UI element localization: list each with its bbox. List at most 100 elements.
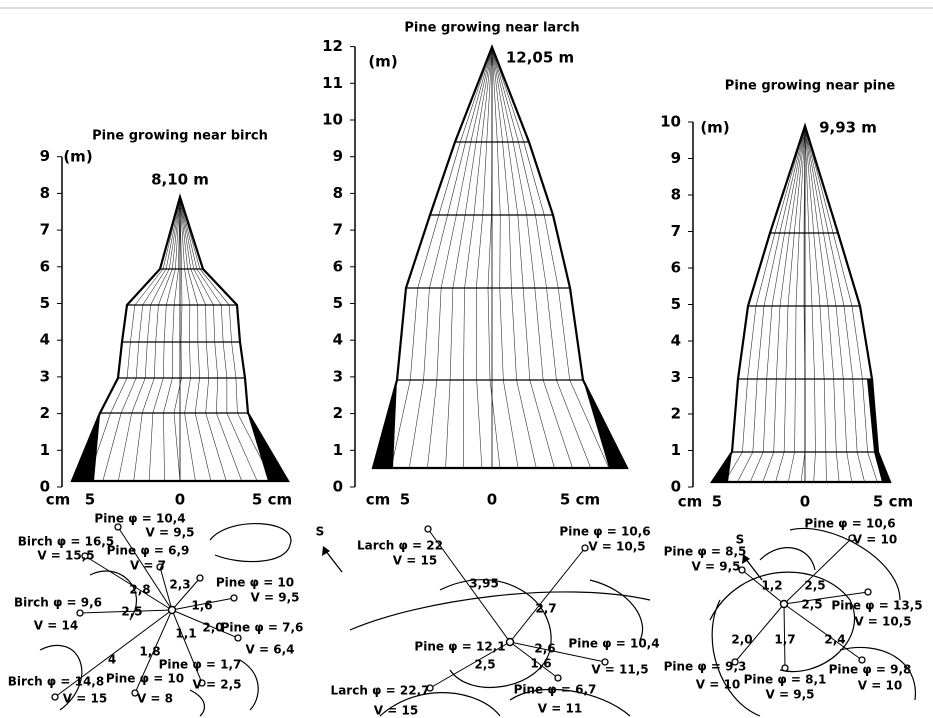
map-label: Pine φ = 8,1 (744, 673, 827, 687)
y-tick-label: 10 (322, 111, 343, 129)
map-label: Birch φ = 9,6 (14, 596, 102, 610)
map-label: Larch φ = 22 (357, 539, 443, 553)
map-label: 2,5 (801, 598, 822, 612)
y-tick-label: 8 (671, 186, 681, 204)
map-label: S (316, 525, 325, 539)
center-tree (507, 639, 514, 646)
y-tick-label: 5 (40, 294, 50, 312)
tree (782, 665, 788, 671)
y-tick-label: 6 (40, 257, 50, 275)
x-tick-label: 0 (800, 493, 810, 511)
y-tick-label: 5 (333, 294, 343, 312)
map-label: V = 9,5 (692, 560, 741, 574)
map-label: 2,5 (804, 579, 825, 593)
x-tick-label: 0 (487, 491, 497, 509)
tree (555, 675, 561, 681)
y-tick-label: 3 (671, 368, 681, 386)
y-tick-label: 7 (40, 221, 50, 239)
map-label: V = 6,4 (246, 643, 295, 657)
map-label: Pine φ = 10 (106, 672, 184, 686)
x-tick-label: cm (46, 491, 71, 509)
y-tick-label: 11 (322, 74, 343, 92)
map-label: V = 15 (374, 704, 418, 718)
y-tick-label: 9 (40, 147, 50, 165)
panel-title: Pine growing near birch (92, 129, 268, 144)
map-label: Pine φ = 9,3 (664, 660, 747, 674)
map-label: V = 10 (853, 533, 897, 547)
height-label: 9,93 m (819, 119, 877, 137)
y-tick-label: 10 (660, 113, 681, 131)
y-tick-label: 7 (333, 221, 343, 239)
y-tick-label: 6 (671, 259, 681, 277)
y-tick-label: 2 (671, 405, 681, 423)
map-label: Pine φ = 10,4 (94, 512, 185, 526)
y-tick-label: 7 (671, 222, 681, 240)
y-tick-label: 12 (322, 37, 343, 55)
map-label: Pine φ = 7,6 (221, 621, 304, 635)
map-label: Pine φ = 8,5 (664, 545, 747, 559)
map-label: Pine φ = 10,6 (804, 517, 895, 531)
y-tick-label: 4 (333, 331, 343, 349)
map-label: 2,3 (169, 578, 190, 592)
unit-label: (m) (368, 53, 397, 71)
y-tick-label: 1 (40, 441, 50, 459)
y-tick-label: 9 (333, 147, 343, 165)
y-tick-label: 3 (333, 367, 343, 385)
map-label: V = 7 (130, 559, 166, 573)
map-label: Pine φ = 6,7 (514, 683, 597, 697)
map-label: 3,95 (469, 577, 499, 591)
unit-label: (m) (700, 119, 729, 137)
map-label: 1,7 (774, 633, 795, 647)
x-tick-label: cm (366, 491, 391, 509)
map-label: Birch φ = 14,8 (8, 675, 104, 689)
tree (235, 635, 241, 641)
map-label: V = 8 (137, 692, 173, 706)
map-label: Pine φ = 12,1 (414, 640, 505, 654)
y-tick-label: 3 (40, 367, 50, 385)
x-tick-label: 0 (175, 491, 185, 509)
map-label: Birch φ = 16,5 (18, 535, 114, 549)
map-label: 2,6 (534, 642, 555, 656)
x-tick-label: 5 (400, 491, 410, 509)
map-label: Larch φ = 22,7 (331, 684, 430, 698)
y-tick-label: 6 (333, 257, 343, 275)
map-label: 2,4 (824, 633, 845, 647)
tree (52, 694, 58, 700)
figure: 0123456789Pine growing near birch(m)8,10… (0, 0, 933, 718)
y-tick-label: 4 (40, 331, 50, 349)
map-label: Pine φ = 9,8 (829, 663, 912, 677)
map-label: Pine φ = 1,7 (159, 658, 242, 672)
map-label: Pine φ = 10,6 (559, 525, 650, 539)
panel-title: Pine growing near pine (725, 79, 896, 94)
x-tick-label: 5 cm (560, 491, 600, 509)
map-label: Pine φ = 10,4 (568, 637, 659, 651)
x-tick-label: 5 cm (873, 493, 913, 511)
y-tick-label: 2 (40, 404, 50, 422)
y-tick-label: 1 (671, 441, 681, 459)
height-label: 12,05 m (506, 49, 574, 67)
y-tick-label: 8 (333, 184, 343, 202)
x-tick-label: 5 (85, 491, 95, 509)
center-tree (169, 607, 176, 614)
map-label: 2,0 (731, 633, 752, 647)
x-tick-label: 5 (712, 493, 722, 511)
map-label: Pine φ = 13,5 (831, 599, 922, 613)
map-label: V = 11 (538, 702, 582, 716)
map-label: 2,8 (129, 583, 150, 597)
map-label: 1,2 (761, 579, 782, 593)
tree (425, 526, 431, 532)
map-label: 4 (108, 653, 116, 667)
map-label: V = 11,5 (591, 663, 648, 677)
map-label: Pine φ = 10 (216, 576, 294, 590)
map-label: V = 10,5 (854, 615, 911, 629)
tree (77, 610, 83, 616)
unit-label: (m) (63, 148, 92, 166)
map-label: V = 10 (858, 679, 902, 693)
map-label: 1,8 (139, 645, 160, 659)
y-tick-label: 8 (40, 184, 50, 202)
map-label: V = 2,5 (193, 678, 242, 692)
map-label: V = 15,5 (37, 549, 94, 563)
y-tick-label: 9 (671, 149, 681, 167)
map-label: 2,5 (121, 605, 142, 619)
map-label: 1,6 (191, 599, 212, 613)
